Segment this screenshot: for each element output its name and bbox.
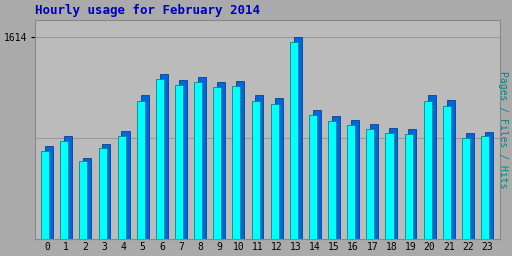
Bar (389, 128, 397, 239)
Bar (466, 133, 474, 239)
Bar (41, 151, 49, 239)
Bar (446, 100, 455, 239)
Bar (428, 95, 436, 239)
Bar (45, 146, 53, 239)
Bar (404, 134, 413, 239)
Y-axis label: Pages / Files / Hits: Pages / Files / Hits (498, 71, 508, 188)
Bar (217, 82, 225, 239)
Bar (98, 148, 106, 239)
Bar (485, 132, 493, 239)
Bar (309, 115, 317, 239)
Bar (462, 137, 470, 239)
Bar (198, 77, 206, 239)
Bar (347, 125, 355, 239)
Bar (328, 121, 336, 239)
Bar (370, 124, 378, 239)
Bar (251, 101, 260, 239)
Bar (83, 158, 91, 239)
Bar (175, 85, 183, 239)
Bar (60, 141, 68, 239)
Bar (351, 120, 359, 239)
Bar (141, 95, 148, 239)
Bar (102, 144, 111, 239)
Bar (274, 98, 283, 239)
Bar (424, 101, 432, 239)
Bar (79, 161, 88, 239)
Bar (294, 37, 302, 239)
Bar (214, 87, 221, 239)
Bar (443, 105, 451, 239)
Bar (386, 133, 394, 239)
Bar (255, 95, 263, 239)
Bar (409, 129, 416, 239)
Bar (64, 136, 72, 239)
Bar (137, 101, 145, 239)
Bar (121, 131, 130, 239)
Bar (232, 86, 241, 239)
Text: Hourly usage for February 2014: Hourly usage for February 2014 (35, 4, 260, 17)
Bar (313, 110, 321, 239)
Bar (156, 79, 164, 239)
Bar (332, 116, 340, 239)
Bar (271, 104, 279, 239)
Bar (236, 80, 244, 239)
Bar (194, 82, 202, 239)
Bar (160, 74, 168, 239)
Bar (290, 42, 298, 239)
Bar (481, 136, 489, 239)
Bar (118, 136, 125, 239)
Bar (179, 80, 187, 239)
Bar (367, 129, 374, 239)
